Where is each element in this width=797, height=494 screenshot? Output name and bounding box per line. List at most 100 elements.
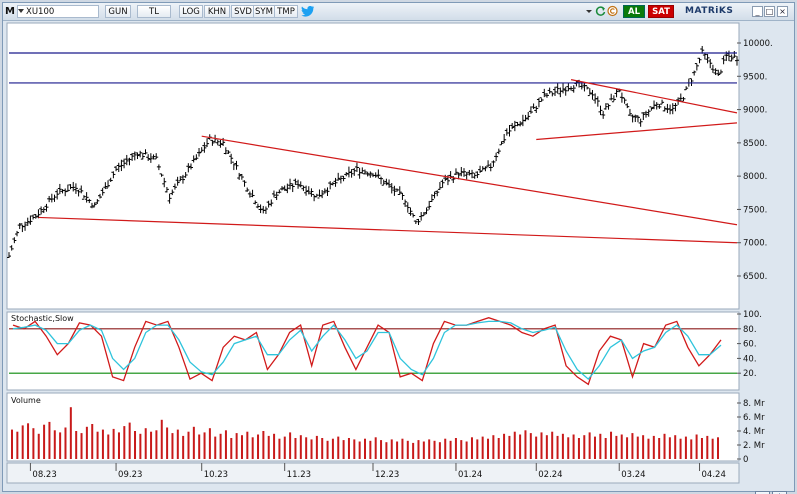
sell-button[interactable]: SAT xyxy=(648,5,674,18)
volume-bar xyxy=(492,435,495,459)
volume-bar xyxy=(454,438,457,459)
volume-bar xyxy=(192,426,195,459)
price-tick-label: 9500. xyxy=(743,72,767,82)
volume-panel[interactable] xyxy=(6,392,740,462)
minimize-icon[interactable]: _ xyxy=(752,6,763,17)
chart-area[interactable]: 10000. 9500. 9000. 8500. 8000. 7500. 7000. 6500… xyxy=(3,21,794,494)
volume-bar xyxy=(610,431,613,459)
volume-bar xyxy=(347,438,350,459)
volume-bar xyxy=(631,433,634,459)
currency-button[interactable]: TL xyxy=(137,5,171,18)
symbol-selector[interactable]: XU100 xyxy=(17,5,99,18)
chevron-down-icon[interactable] xyxy=(585,5,593,18)
volume-bar xyxy=(460,440,463,459)
volume-bar xyxy=(417,440,420,459)
close-icon[interactable]: × xyxy=(777,6,788,17)
volume-bar xyxy=(273,433,276,459)
volume-bar xyxy=(107,434,110,459)
volume-bar xyxy=(43,424,46,459)
menu-button[interactable]: M xyxy=(5,6,15,17)
volume-bar xyxy=(524,430,527,459)
volume-bar xyxy=(112,428,115,459)
volume-bar xyxy=(214,436,217,459)
volume-bar xyxy=(326,440,329,459)
volume-bar xyxy=(374,437,377,459)
x-tick-label: 12.23 xyxy=(375,470,399,480)
twitter-icon[interactable] xyxy=(298,5,318,18)
volume-bar xyxy=(123,426,126,459)
volume-bar xyxy=(577,438,580,459)
volume-bar xyxy=(390,439,393,459)
c-icon[interactable] xyxy=(607,5,618,18)
volume-bar xyxy=(75,431,78,459)
volume-title: Volume xyxy=(11,396,41,405)
volume-bar xyxy=(331,438,334,459)
volume-bar xyxy=(203,432,206,459)
volume-bar xyxy=(551,431,554,459)
svd-button[interactable]: SVD xyxy=(231,5,255,18)
volume-bar xyxy=(235,433,238,459)
price-tick-label: 8500. xyxy=(743,139,767,149)
volume-bar xyxy=(85,426,88,459)
volume-bar xyxy=(321,438,324,459)
brand-logo: MATRiKS xyxy=(685,6,734,16)
x-tick-label: 03.24 xyxy=(621,470,645,480)
volume-bar xyxy=(438,442,441,459)
volume-bar xyxy=(583,435,586,459)
stochastic-d-line xyxy=(12,320,722,381)
volume-bar xyxy=(353,439,356,459)
stochastic-k-line xyxy=(12,317,722,386)
volume-bar xyxy=(700,438,703,459)
refresh-icon[interactable] xyxy=(595,5,606,18)
volume-bar xyxy=(171,433,174,459)
stoch-tick-label: 20. xyxy=(743,369,757,379)
sym-button[interactable]: SYM xyxy=(253,5,275,18)
volume-tick-label: 8. Mr xyxy=(743,399,765,409)
volume-bar xyxy=(658,438,661,459)
volume-bar xyxy=(561,433,564,459)
volume-bar xyxy=(497,438,500,459)
volume-bar xyxy=(690,439,693,459)
volume-bar xyxy=(668,437,671,459)
volume-tick-label: 2. Mr xyxy=(743,441,765,451)
stochastic-panel[interactable] xyxy=(6,311,740,391)
volume-bar xyxy=(69,407,72,459)
volume-bar xyxy=(684,436,687,459)
volume-bar xyxy=(160,419,163,459)
volume-bar xyxy=(198,434,201,459)
volume-bar xyxy=(27,423,30,459)
volume-bar xyxy=(53,430,56,459)
volume-bar xyxy=(289,432,292,459)
volume-bar xyxy=(224,430,227,459)
volume-bar xyxy=(556,435,559,459)
volume-bar xyxy=(139,433,142,459)
x-tick-label: 02.24 xyxy=(538,470,562,480)
volume-bar xyxy=(444,438,447,459)
volume-tick-label: 6. Mr xyxy=(743,413,765,423)
stoch-tick-label: 40. xyxy=(743,354,757,364)
volume-bar xyxy=(96,431,99,459)
maximize-icon[interactable]: □ xyxy=(764,6,775,17)
volume-bar xyxy=(422,441,425,459)
volume-bar xyxy=(91,424,94,459)
period-button[interactable]: GUN xyxy=(105,5,131,18)
chart-svg[interactable]: 10000. 9500. 9000. 8500. 8000. 7500. 7000. 6500… xyxy=(3,21,794,491)
stoch-tick-label: 80. xyxy=(743,325,757,335)
stochastic-title: Stochastic,Slow xyxy=(11,314,74,323)
volume-tick-label: 0 xyxy=(743,455,748,465)
tmp-button[interactable]: TMP xyxy=(274,5,298,18)
volume-bar xyxy=(626,437,629,459)
price-panel[interactable] xyxy=(6,22,740,310)
stoch-tick-label: 60. xyxy=(743,340,757,350)
volume-bar xyxy=(364,438,366,459)
volume-bar xyxy=(310,439,313,459)
volume-bar xyxy=(535,436,538,459)
khn-button[interactable]: KHN xyxy=(204,5,230,18)
volume-bar xyxy=(315,435,318,459)
volume-bar xyxy=(604,438,607,459)
log-button[interactable]: LOG xyxy=(179,5,203,18)
buy-button[interactable]: AL xyxy=(623,5,645,18)
volume-bar xyxy=(337,436,340,459)
volume-bar xyxy=(150,431,153,459)
volume-bar xyxy=(465,441,468,459)
